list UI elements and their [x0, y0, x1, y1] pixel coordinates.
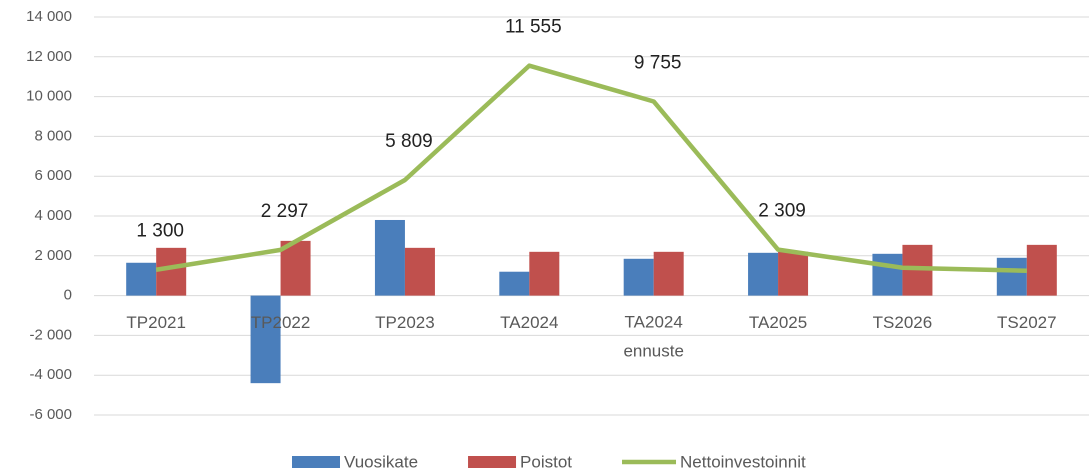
legend-swatch — [468, 456, 517, 468]
bar — [499, 271, 530, 296]
data-label: 9 755 — [634, 52, 682, 73]
x-tick-label: TS2026 — [873, 313, 933, 332]
y-tick-label: -6 000 — [29, 406, 72, 423]
y-tick-label: -4 000 — [29, 366, 72, 383]
y-tick-label: 6 000 — [34, 167, 72, 184]
legend-label: Poistot — [520, 452, 572, 471]
data-label: 2 297 — [261, 201, 309, 222]
bar — [529, 251, 560, 296]
x-tick-label: TA2024 ennuste — [623, 313, 684, 361]
data-label: 1 300 — [136, 221, 184, 242]
line — [155, 63, 1027, 273]
legend-label: Nettoinvestoinnit — [680, 452, 806, 471]
legend-swatch — [292, 456, 340, 468]
y-tick-label: 4 000 — [34, 207, 72, 224]
y-tick-label: 12 000 — [26, 48, 72, 65]
x-tick-label: TA2024 — [500, 313, 558, 332]
y-tick-label: 14 000 — [26, 8, 72, 25]
bar — [653, 251, 684, 296]
y-tick-label: 8 000 — [34, 127, 72, 144]
bar — [996, 257, 1027, 296]
bar — [778, 251, 809, 296]
x-tick-label: TP2021 — [126, 313, 186, 332]
bar — [623, 258, 654, 296]
y-tick-label: 10 000 — [26, 88, 72, 105]
data-label: 5 809 — [385, 131, 433, 152]
data-label: 2 309 — [758, 201, 806, 222]
data-label: 11 555 — [505, 17, 562, 38]
y-tick-label: 0 — [64, 287, 72, 304]
x-tick-label: TP2022 — [251, 313, 311, 332]
bar — [748, 252, 779, 296]
x-tick-label: TS2027 — [997, 313, 1057, 332]
bar — [280, 240, 311, 296]
bar — [126, 262, 157, 296]
x-tick-label: TP2023 — [375, 313, 435, 332]
bar — [1026, 244, 1057, 296]
y-tick-label: 2 000 — [34, 247, 72, 264]
bar — [404, 247, 435, 296]
bar — [374, 219, 405, 296]
x-tick-label: TA2025 — [749, 313, 807, 332]
bar — [250, 295, 281, 384]
bar — [872, 253, 903, 296]
bar — [156, 247, 187, 296]
y-tick-label: -2 000 — [29, 326, 72, 343]
legend-label: Vuosikate — [344, 452, 418, 471]
